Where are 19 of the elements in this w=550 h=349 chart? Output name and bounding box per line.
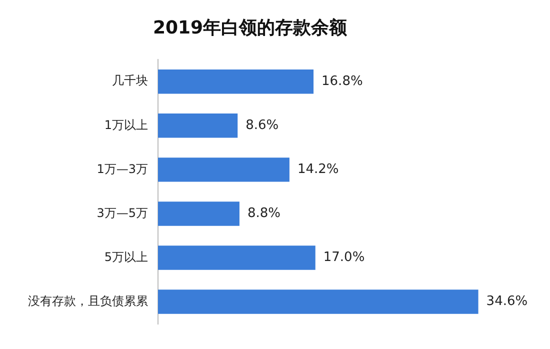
data-label: 14.2% [297,162,339,178]
data-label: 17.0% [323,250,365,266]
y-tick-label: 3万—5万 [96,206,148,220]
bar [158,246,316,270]
y-tick-label: 5万以上 [104,250,148,264]
y-tick-label: 1万—3万 [96,162,148,176]
data-label: 16.8% [322,74,363,89]
y-tick-label: 几千块 [112,74,148,88]
data-label: 34.6% [486,294,528,310]
chart-title: 2019年白领的存款余额 [152,17,348,38]
y-tick-label: 没有存款，且负债累累 [28,294,148,308]
bar [158,202,240,226]
bar [158,158,290,182]
bar [158,70,314,94]
bar [158,114,238,138]
bar [158,290,478,314]
data-label: 8.6% [246,118,279,134]
y-tick-label: 1万以上 [104,118,148,132]
data-label: 8.8% [247,206,280,222]
